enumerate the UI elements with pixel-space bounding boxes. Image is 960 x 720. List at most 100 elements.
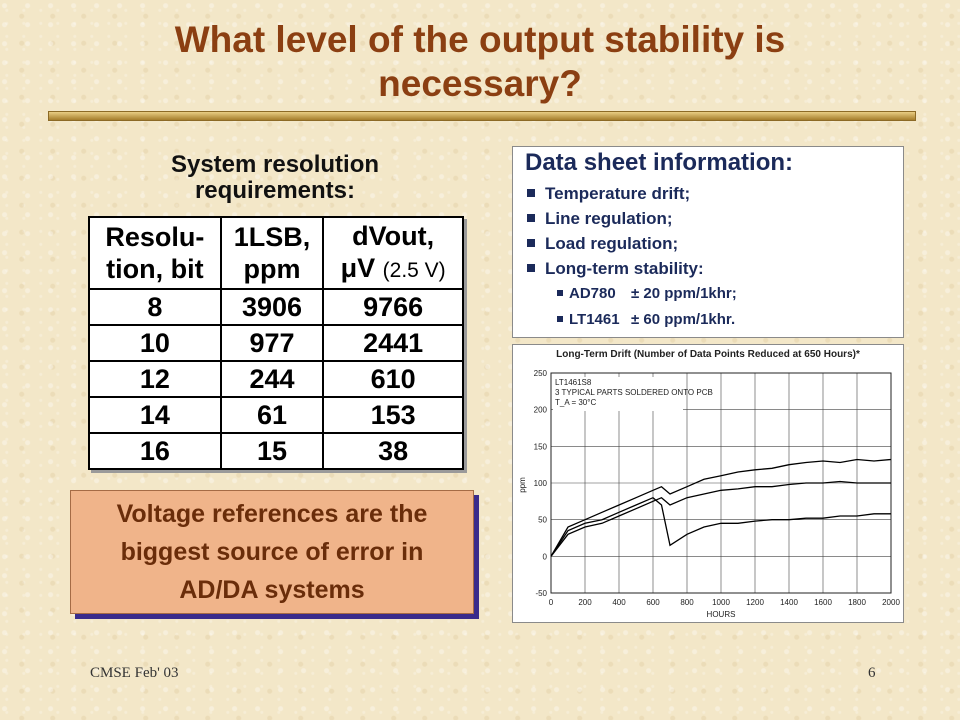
x-tick-label: 1400 [780, 598, 798, 607]
header-text: μV [340, 252, 376, 283]
square-bullet-icon [557, 316, 563, 322]
slide-title-line2: necessary? [378, 63, 582, 104]
footer-left: CMSE Feb' 03 [90, 665, 179, 681]
table-cell: 14 [88, 396, 222, 434]
x-tick-label: 1800 [848, 598, 866, 607]
table-cell: 610 [322, 360, 464, 398]
square-bullet-icon [527, 264, 535, 272]
table-header-row: Resolu- tion, bit 1LSB, ppm dVout, μV (2… [88, 216, 464, 290]
square-bullet-icon [527, 239, 535, 247]
list-item: Load regulation; [523, 231, 893, 256]
list-item: Line regulation; [523, 206, 893, 231]
header-text: dVout, [352, 220, 435, 251]
drift-chart-svg: Long-Term Drift (Number of Data Points R… [518, 349, 900, 619]
table-cell: 244 [219, 360, 325, 398]
list-item: Long-term stability: [523, 256, 893, 281]
callout-line1: Voltage references are the [116, 500, 428, 528]
y-tick-label: 250 [534, 369, 548, 378]
series-line [550, 480, 891, 557]
x-tick-label: 1200 [746, 598, 764, 607]
y-tick-label: 0 [543, 552, 548, 561]
callout-box: Voltage references are the biggest sourc… [70, 490, 474, 614]
y-tick-label: 100 [534, 479, 548, 488]
resolution-heading-line1: System resolution [170, 151, 380, 178]
datasheet-box: Data sheet information: Temperature drif… [512, 146, 904, 338]
header-text: tion, bit [106, 254, 204, 284]
table-row: 14 61 153 [88, 396, 464, 434]
table-row: 10 977 2441 [88, 324, 464, 362]
resolution-heading-line2: requirements: [194, 177, 356, 204]
table-row: 12 244 610 [88, 360, 464, 398]
table-cell: 10 [88, 324, 222, 362]
sub-list-item: LT1461 ± 60 ppm/1khr. [557, 307, 893, 333]
resolution-heading: System resolution requirements: [90, 152, 460, 204]
header-cell-dvout: dVout, μV (2.5 V) [322, 216, 464, 290]
header-cell-lsb: 1LSB, ppm [219, 216, 325, 290]
drift-chart: Long-Term Drift (Number of Data Points R… [512, 344, 904, 623]
y-tick-label: -50 [535, 589, 547, 598]
table-cell: 16 [88, 432, 222, 470]
x-tick-label: 1600 [814, 598, 832, 607]
datasheet-heading: Data sheet information: [525, 149, 794, 176]
list-item: Temperature drift; [523, 181, 893, 206]
slide-title-line1: What level of the output stability is [174, 19, 786, 60]
datasheet-list: Temperature drift; Line regulation; Load… [523, 181, 893, 333]
table-row: 16 15 38 [88, 432, 464, 470]
part-spec: ± 60 ppm/1khr. [631, 311, 736, 328]
table-cell: 12 [88, 360, 222, 398]
list-item-text: Temperature drift; [545, 184, 691, 203]
x-tick-label: 0 [549, 598, 554, 607]
table-cell: 153 [322, 396, 464, 434]
table-cell: 3906 [219, 288, 325, 326]
square-bullet-icon [527, 189, 535, 197]
header-text: Resolu- [105, 222, 205, 252]
part-name: LT1461 [569, 311, 620, 328]
series-line [550, 458, 892, 557]
x-axis-label: HOURS [707, 610, 736, 619]
table-cell: 15 [219, 432, 325, 470]
annotation-background [553, 377, 683, 411]
square-bullet-icon [557, 290, 563, 296]
x-tick-label: 1000 [712, 598, 730, 607]
y-axis-label: ppm [518, 477, 527, 493]
list-item-text: Load regulation; [545, 234, 679, 253]
part-name: AD780 [569, 285, 616, 302]
sub-list-item: AD780 ± 20 ppm/1khr; [557, 281, 893, 307]
table-cell: 61 [219, 396, 325, 434]
table-cell: 977 [219, 324, 325, 362]
callout-line3: AD/DA systems [179, 576, 365, 604]
x-tick-label: 600 [646, 598, 660, 607]
callout-line2: biggest source of error in [120, 538, 424, 566]
table-cell: 2441 [322, 324, 464, 362]
list-item-text: Long-term stability: [545, 259, 704, 278]
chart-title: Long-Term Drift (Number of Data Points R… [556, 349, 860, 360]
chart-annotation: 3 TYPICAL PARTS SOLDERED ONTO PCB [555, 388, 713, 397]
header-text: ppm [243, 254, 301, 284]
header-unit: μV (2.5 V) [324, 252, 462, 287]
resolution-table: Resolu- tion, bit 1LSB, ppm dVout, μV (2… [88, 216, 464, 470]
chart-annotation: LT1461S8 [555, 378, 592, 387]
square-bullet-icon [527, 214, 535, 222]
x-tick-label: 400 [612, 598, 626, 607]
chart-annotation: T_A = 30°C [555, 398, 596, 407]
header-text: 1LSB, [233, 222, 311, 252]
header-cell-resolution: Resolu- tion, bit [88, 216, 222, 290]
series-line [550, 496, 891, 557]
x-tick-label: 200 [578, 598, 592, 607]
table-cell: 9766 [322, 288, 464, 326]
x-tick-label: 2000 [882, 598, 900, 607]
header-text: (2.5 V) [382, 258, 446, 282]
table-cell: 8 [88, 288, 222, 326]
table-cell: 38 [322, 432, 464, 470]
y-tick-label: 50 [538, 516, 547, 525]
list-item-text: Line regulation; [545, 209, 673, 228]
y-tick-label: 200 [534, 406, 548, 415]
x-tick-label: 800 [680, 598, 694, 607]
y-tick-label: 150 [534, 442, 548, 451]
slide-title: What level of the output stability is ne… [60, 18, 900, 106]
table-body: 8 3906 9766 10 977 2441 12 244 610 14 61 153 16 15 38 [88, 288, 464, 470]
page-number: 6 [868, 665, 876, 681]
title-divider [48, 111, 916, 121]
table-row: 8 3906 9766 [88, 288, 464, 326]
part-spec: ± 20 ppm/1khr; [631, 285, 737, 302]
